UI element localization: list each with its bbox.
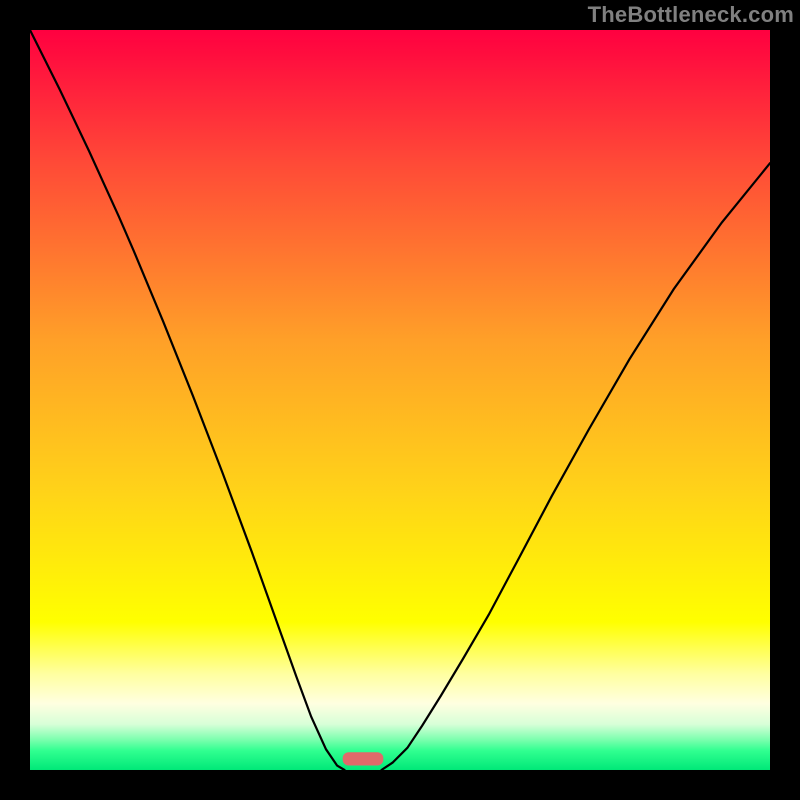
bottleneck-chart: [0, 0, 800, 800]
plot-background: [30, 30, 770, 770]
optimal-marker: [343, 752, 384, 765]
chart-container: TheBottleneck.com: [0, 0, 800, 800]
watermark-text: TheBottleneck.com: [588, 2, 794, 28]
